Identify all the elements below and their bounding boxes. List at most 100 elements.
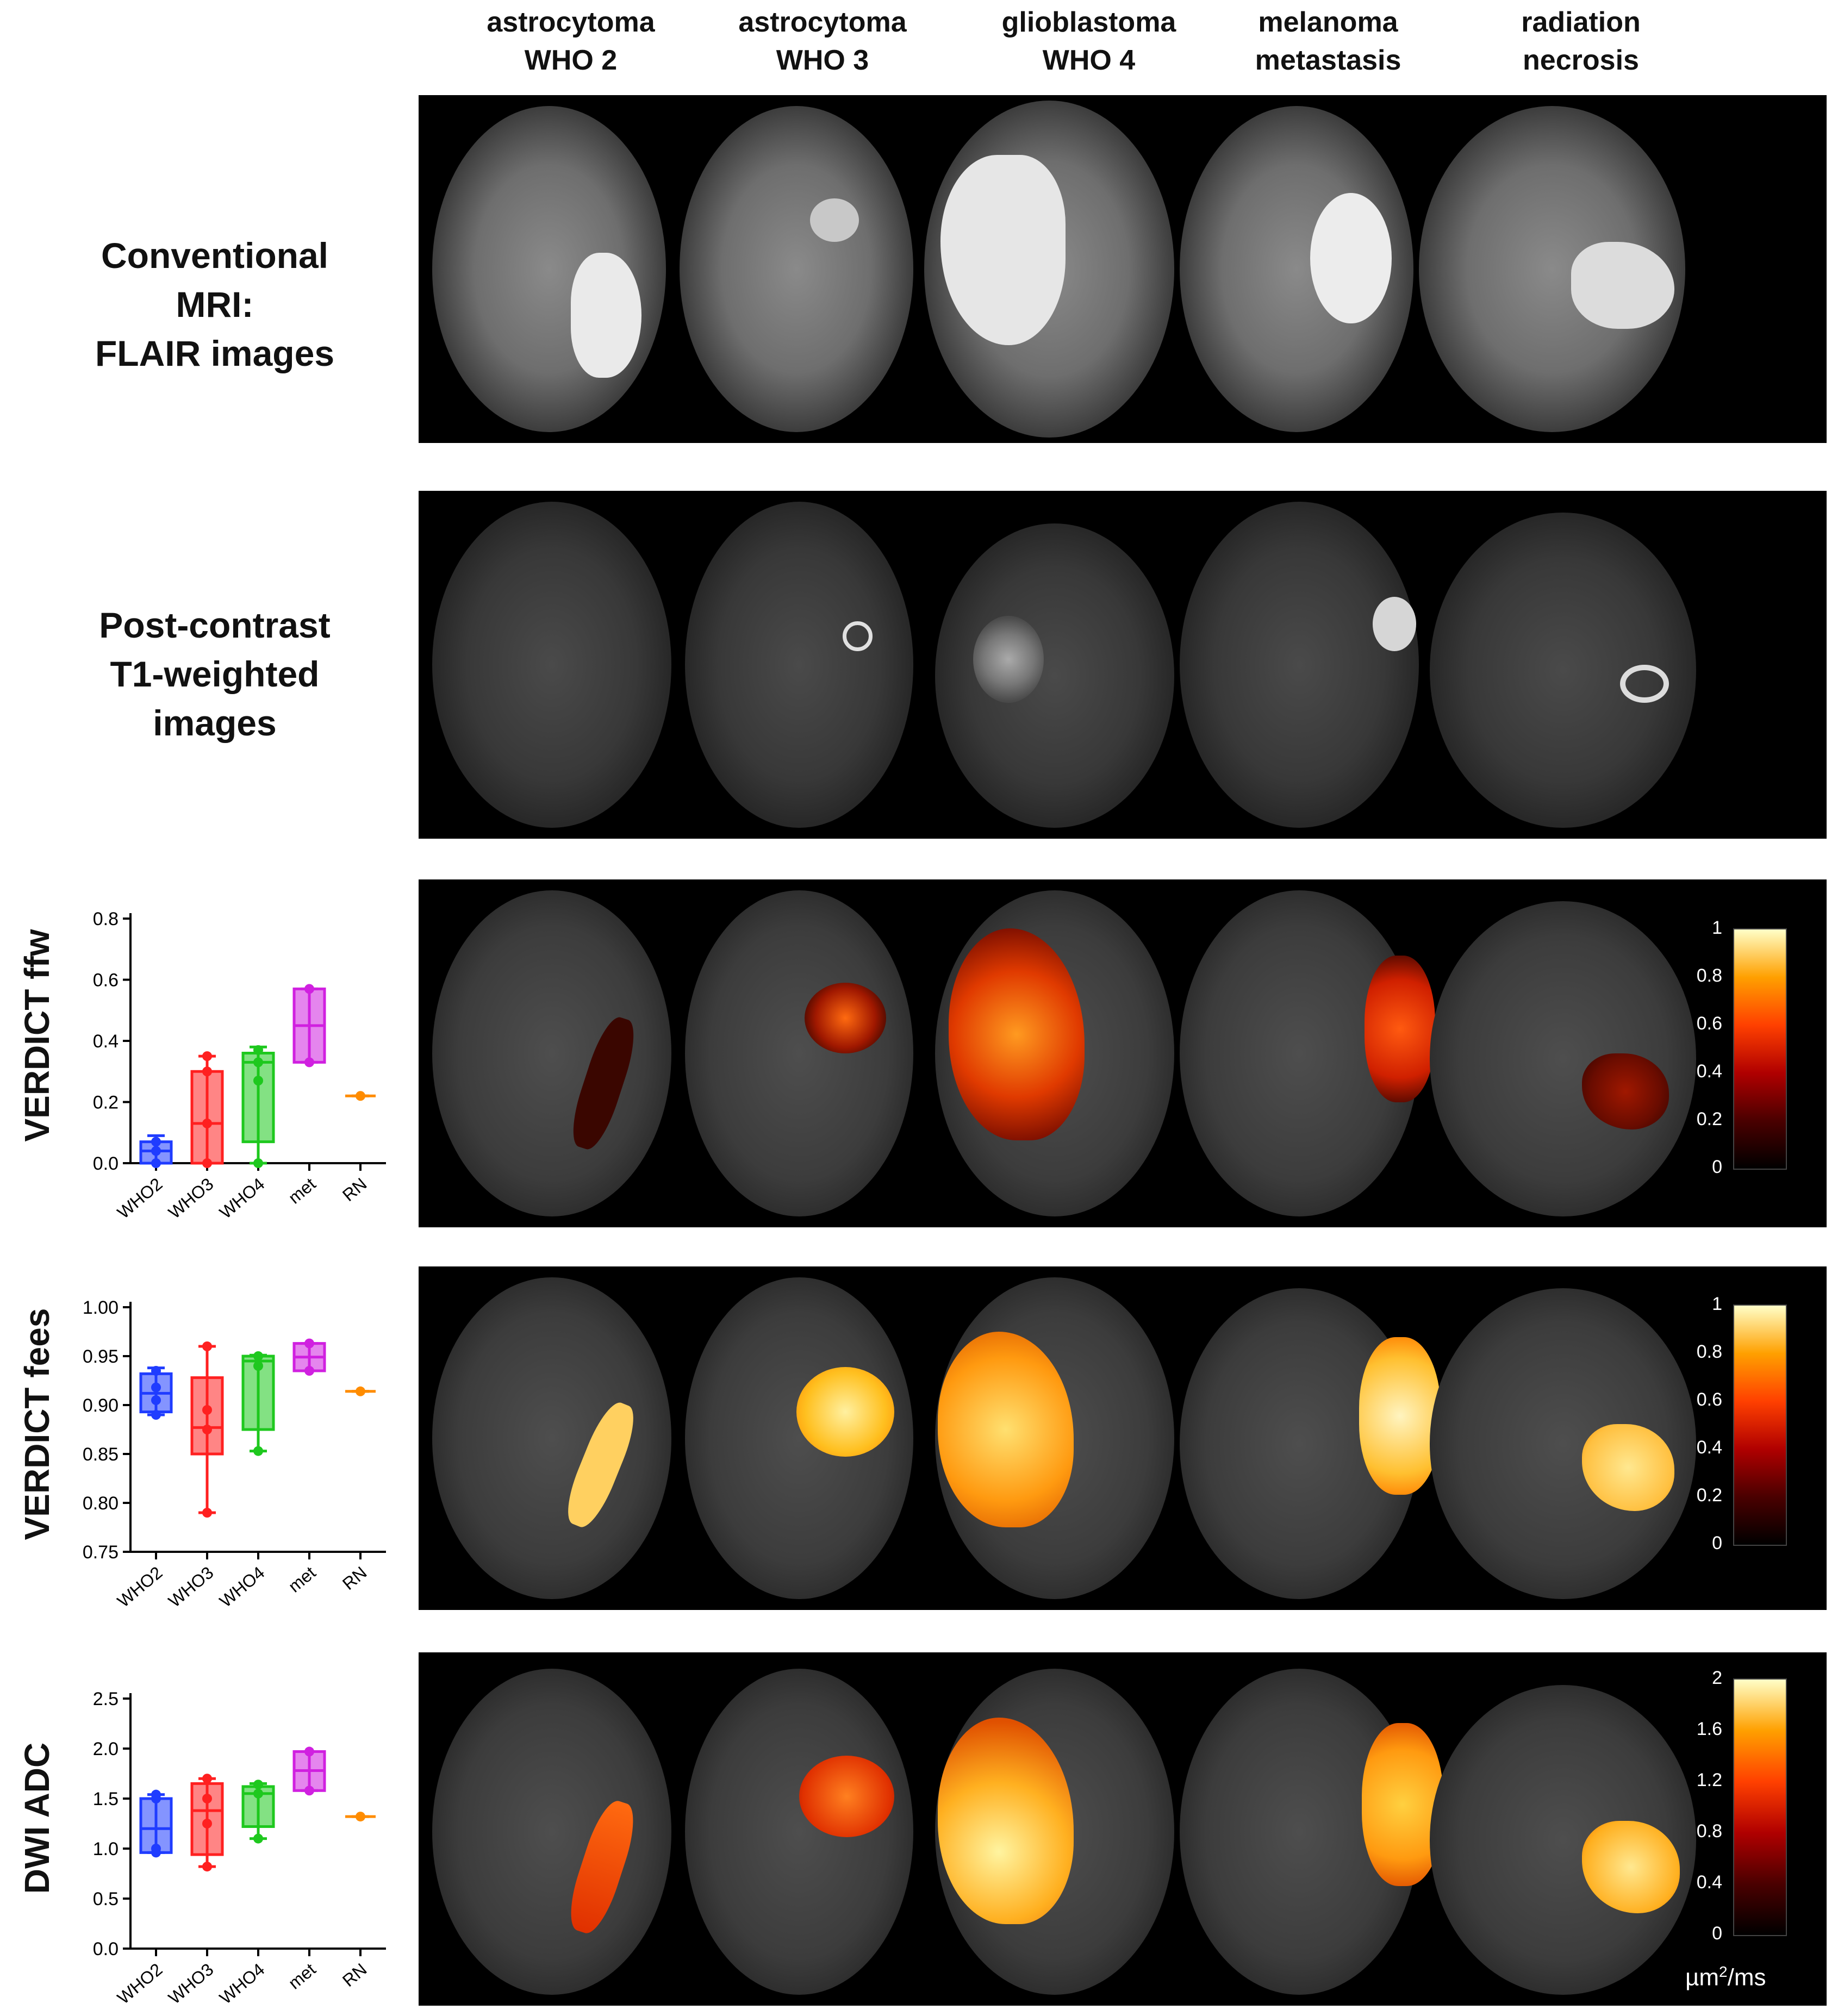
colorbar-tick: 0.8 [1696, 1821, 1722, 1842]
box-who3 [190, 1051, 224, 1168]
dwi-brain-who2 [432, 890, 671, 1216]
data-point [253, 1158, 263, 1168]
fees-lesion-who4 [938, 1332, 1074, 1527]
row-label-fees: VERDICT fees [17, 1308, 57, 1540]
box-iqr [190, 1376, 224, 1456]
column-header-line1: radiation [1521, 7, 1641, 38]
colorbar-fees [1733, 1305, 1787, 1546]
row-label-line2: T1-weighted [110, 654, 320, 694]
data-point [151, 1146, 161, 1156]
column-header-line1: astrocytoma [738, 7, 907, 38]
row-label-t1: Post-contrast T1-weighted images [0, 601, 429, 747]
column-header-who2: astrocytoma WHO 2 [443, 3, 699, 79]
data-point [253, 1045, 263, 1055]
box-rn [345, 1386, 376, 1396]
y-tick-label: 0.8 [93, 909, 119, 929]
colorbar-tick: 1 [1712, 1294, 1722, 1314]
row-label-flair: Conventional MRI: FLAIR images [0, 231, 429, 378]
t1-lesion-who4 [973, 616, 1044, 703]
ffw-map-panel: 1 0.8 0.6 0.4 0.2 0 [419, 879, 1827, 1227]
data-point [151, 1844, 161, 1853]
box-iqr [190, 1070, 224, 1165]
box-who3 [190, 1774, 224, 1872]
column-header-who4: glioblastoma WHO 4 [961, 3, 1217, 79]
data-point [151, 1158, 161, 1168]
y-tick-label: 0.75 [83, 1542, 119, 1563]
colorbar-unit-tail: /ms [1727, 1964, 1766, 1991]
column-header-rn: radiation necrosis [1453, 3, 1709, 79]
data-point [304, 1366, 314, 1376]
x-tick-label: met [284, 1174, 319, 1208]
data-point [151, 1789, 161, 1800]
adc-map-panel: 2 1.6 1.2 0.8 0.4 0 µm2/ms [419, 1652, 1827, 2006]
colorbar-tick: 0 [1712, 1157, 1722, 1177]
data-point [151, 1410, 161, 1420]
data-point [202, 1158, 212, 1168]
fees-lesion-who3 [796, 1367, 894, 1457]
x-tick-label: WHO3 [165, 1563, 217, 1611]
x-tick-label: WHO2 [114, 1174, 166, 1222]
x-tick-label: RN [339, 1959, 371, 1990]
column-header-line1: astrocytoma [487, 7, 655, 38]
colorbar-unit: µm2/ms [1685, 1963, 1766, 1992]
dwi-brain-who2 [432, 1277, 671, 1599]
row-label-line1: Conventional [101, 235, 328, 276]
data-point [202, 1118, 212, 1128]
data-point [253, 1833, 263, 1844]
t1-brain-who2 [432, 502, 671, 828]
y-tick-label: 2.0 [93, 1739, 119, 1759]
fees-map-panel: 1 0.8 0.6 0.4 0.2 0 [419, 1266, 1827, 1610]
fees-lesion-met [1359, 1337, 1441, 1495]
data-point [304, 984, 314, 994]
box-who4 [241, 1780, 275, 1844]
x-tick-label: WHO4 [216, 1174, 269, 1222]
data-point [202, 1051, 212, 1062]
box-who3 [190, 1341, 224, 1518]
colorbar-adc [1733, 1678, 1787, 1936]
x-tick-label: WHO3 [165, 1959, 217, 2008]
x-tick-label: WHO4 [216, 1563, 269, 1611]
box-who2 [139, 1366, 173, 1420]
data-point [253, 1361, 263, 1371]
t1-brain-met [1180, 502, 1419, 828]
x-tick-label: RN [339, 1563, 371, 1594]
colorbar-unit-sup: 2 [1719, 1963, 1728, 1980]
column-header-line1: melanoma [1258, 7, 1398, 38]
colorbar-tick: 1 [1712, 918, 1722, 938]
adc-lesion-rn [1582, 1821, 1680, 1913]
colorbar-tick: 1.2 [1696, 1770, 1722, 1790]
flair-lesion-rn [1571, 242, 1674, 329]
y-tick-label: 0.0 [93, 1939, 119, 1959]
y-tick-label: 0.0 [93, 1153, 119, 1174]
data-point [202, 1862, 212, 1872]
row-label-adc: DWI ADC [17, 1742, 57, 1894]
row-label-line2: MRI: [176, 284, 254, 324]
y-tick-label: 1.00 [83, 1297, 119, 1318]
adc-lesion-who4 [938, 1718, 1074, 1924]
data-point [304, 1746, 314, 1757]
row-label-line3: images [153, 703, 277, 743]
data-point [356, 1812, 365, 1822]
data-point [356, 1386, 365, 1396]
box-met [292, 1746, 326, 1796]
data-point [151, 1382, 161, 1393]
flair-image-panel [419, 95, 1827, 443]
colorbar-tick: 0 [1712, 1923, 1722, 1944]
x-tick-label: WHO2 [114, 1959, 166, 2008]
t1-lesion-met [1373, 597, 1416, 651]
box-rn [345, 1812, 376, 1822]
flair-brain-who2 [432, 106, 666, 432]
y-tick-label: 1.0 [93, 1839, 119, 1859]
y-tick-label: 0.90 [83, 1395, 119, 1416]
dwi-brain-who3 [685, 890, 913, 1216]
column-header-line2: metastasis [1255, 45, 1401, 76]
data-point [202, 1425, 212, 1434]
flair-lesion-met [1310, 193, 1392, 323]
ffw-lesion-who4 [949, 928, 1085, 1140]
box-met [292, 984, 326, 1068]
box-who4 [241, 1045, 275, 1168]
column-header-line2: necrosis [1523, 45, 1639, 76]
box-who2 [139, 1789, 173, 1858]
